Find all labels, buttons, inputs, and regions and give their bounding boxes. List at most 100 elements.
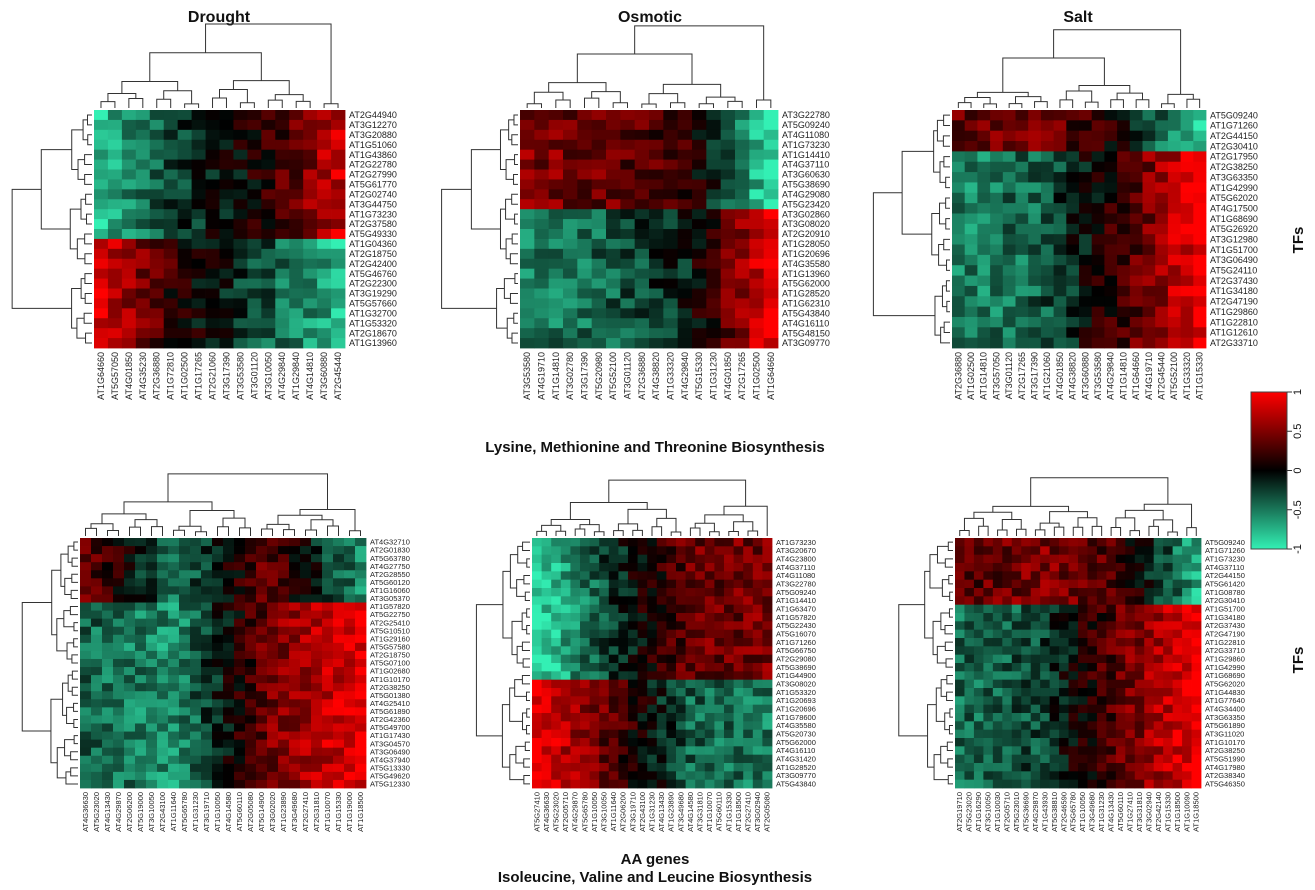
heatmap-cell	[311, 683, 323, 692]
heatmap-cell	[1021, 696, 1032, 706]
heatmap-cell	[163, 238, 179, 250]
heatmap-cell	[762, 746, 773, 756]
row-label: AT3G60630	[782, 170, 830, 180]
heatmap-cell	[1078, 571, 1088, 581]
heatmap-cell	[1180, 234, 1194, 245]
heatmap-cell	[1134, 704, 1145, 714]
heatmap-cell	[589, 629, 600, 639]
heatmap-cell	[201, 683, 213, 692]
heatmap-cell	[1049, 754, 1060, 764]
row-dendrogram-branch	[73, 718, 78, 729]
row-label: AT1G32700	[349, 308, 397, 318]
heatmap-cell	[964, 554, 975, 564]
heatmap-cell	[245, 747, 257, 757]
heatmap-cell	[606, 278, 621, 289]
heatmap-cell	[749, 258, 765, 270]
heatmap-cell	[1011, 596, 1022, 606]
heatmap-cell	[1079, 296, 1093, 308]
heatmap-cell	[256, 618, 268, 628]
column-dendrogram-branch	[1135, 99, 1150, 108]
heatmap-cell	[620, 258, 636, 270]
heatmap-cell	[620, 169, 636, 180]
heatmap-cell	[577, 149, 593, 160]
heatmap-cell	[977, 120, 991, 132]
row-label: AT1G57820	[370, 602, 410, 611]
heatmap-cell	[275, 308, 290, 319]
heatmap-cell	[577, 110, 593, 121]
row-dendrogram-branch	[511, 620, 523, 656]
heatmap-cell	[102, 546, 114, 555]
heatmap-cell	[591, 199, 607, 210]
heatmap-cell	[223, 554, 235, 563]
column-label: AT3G60880	[319, 352, 329, 400]
heatmap-cell	[520, 199, 535, 210]
heatmap-cell	[1002, 563, 1013, 572]
heatmap-cell	[752, 688, 763, 697]
heatmap-cell	[113, 763, 125, 773]
heatmap-cell	[589, 546, 600, 556]
heatmap-cell	[1015, 130, 1029, 142]
heatmap-cell	[724, 704, 734, 714]
heatmap-cell	[532, 763, 542, 772]
heatmap-cell	[191, 199, 206, 210]
heatmap-cell	[1106, 671, 1117, 681]
heatmap-cell	[1059, 738, 1069, 747]
heatmap-cell	[1117, 265, 1131, 276]
heatmap-cell	[1142, 254, 1156, 266]
heatmap-cell	[102, 755, 114, 765]
heatmap-cell	[278, 763, 290, 773]
heatmap-cell	[591, 159, 607, 170]
heatmap-cell	[135, 278, 151, 289]
heatmap-cell	[762, 588, 773, 597]
heatmap-cell	[1049, 771, 1060, 781]
heatmap-cell	[1021, 746, 1032, 756]
heatmap-cell	[563, 318, 578, 329]
heatmap-cell	[952, 223, 966, 235]
heatmap-cell	[1167, 172, 1181, 183]
heatmap-cell	[1193, 172, 1207, 183]
heatmap-cell	[333, 723, 345, 732]
heatmap-cell	[676, 779, 686, 789]
heatmap-cell	[113, 715, 125, 724]
heatmap-cell	[628, 563, 638, 572]
heatmap-cell	[663, 110, 679, 121]
heatmap-cell	[720, 268, 736, 279]
heatmap-cell	[964, 604, 975, 614]
column-label: AT3G02780	[565, 352, 575, 400]
heatmap-cell	[990, 172, 1004, 183]
heatmap-cell	[620, 199, 636, 210]
heatmap-cell	[146, 570, 158, 579]
heatmap-cell	[1180, 337, 1194, 349]
heatmap-cell	[724, 546, 734, 556]
heatmap-cell	[685, 746, 696, 756]
heatmap-cell	[355, 675, 367, 684]
heatmap-cell	[534, 278, 550, 289]
heatmap-cell	[1021, 763, 1032, 772]
row-dendrogram-branch	[927, 704, 937, 768]
heatmap-cell	[102, 538, 114, 547]
heatmap-cell	[219, 318, 234, 329]
heatmap-cell	[724, 621, 734, 631]
heatmap-cell	[1153, 604, 1164, 614]
heatmap-cell	[267, 650, 279, 660]
heatmap-cell	[1091, 110, 1105, 121]
heatmap-cell	[333, 707, 345, 716]
heatmap-cell	[1180, 306, 1194, 318]
column-dendrogram-branch	[662, 83, 722, 98]
heatmap-cell	[541, 604, 552, 614]
heatmap-cell	[551, 546, 562, 556]
row-label: AT2G47190	[1210, 297, 1258, 307]
column-label: AT4G36630	[542, 792, 551, 832]
heatmap-cell	[146, 731, 158, 741]
heatmap-cell	[1021, 604, 1032, 614]
heatmap-cell	[1030, 738, 1041, 747]
row-dendrogram-branch	[511, 233, 518, 245]
heatmap-cell	[163, 258, 179, 270]
heatmap-cell	[1167, 161, 1181, 173]
heatmap-cell	[706, 189, 722, 200]
heatmap-cell	[234, 538, 246, 547]
heatmap-cell	[685, 663, 696, 672]
heatmap-cell	[234, 683, 246, 692]
heatmap-cell	[91, 594, 103, 603]
heatmap-cell	[704, 596, 715, 606]
